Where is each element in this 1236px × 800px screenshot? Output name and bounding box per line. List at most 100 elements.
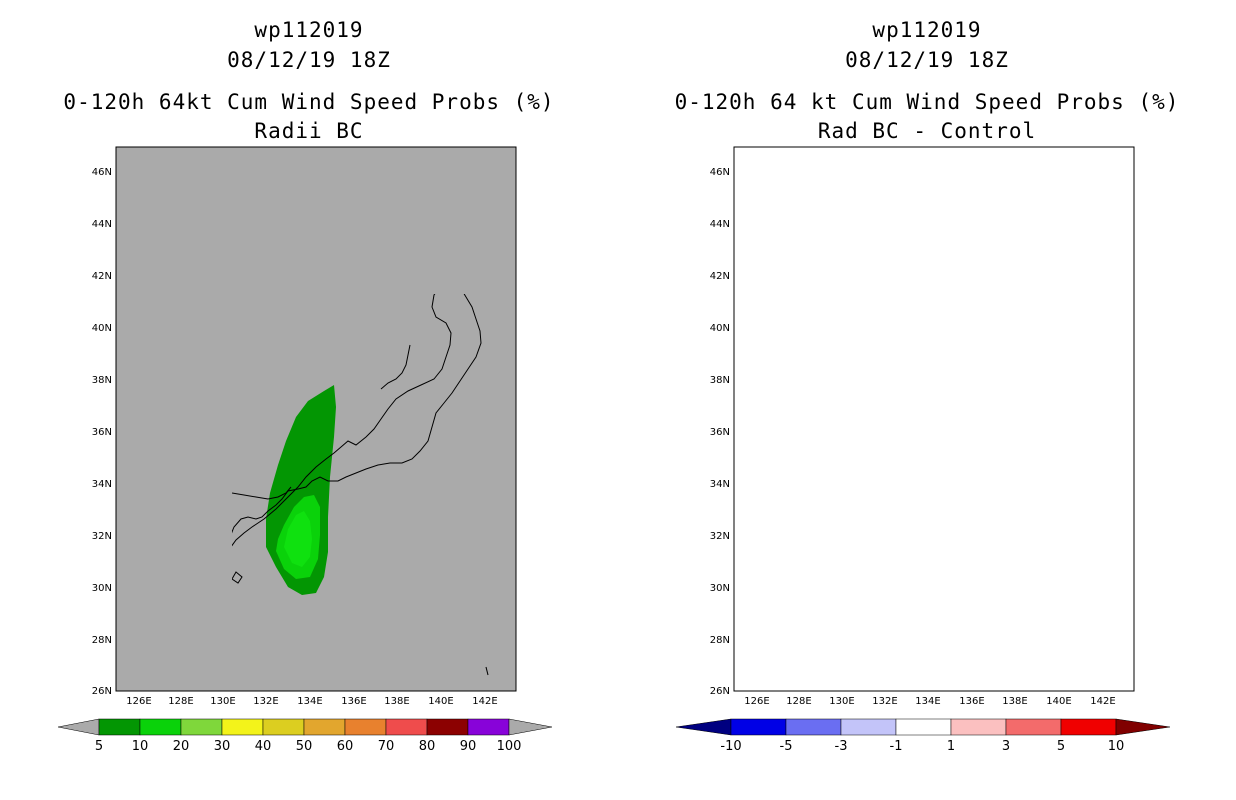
- left-colorbar-swatch: [139, 718, 182, 736]
- left-colorbar-swatch: [303, 718, 346, 736]
- left-lat-axis: 46N 44N 42N 40N 38N 36N 34N 32N 30N 28N …: [92, 167, 112, 697]
- right-colorbar-swatch: [895, 718, 952, 736]
- right-colorbar-low-arrow: [675, 718, 732, 736]
- left-colorbar-swatch: [180, 718, 223, 736]
- left-lat-label: 28N: [92, 635, 112, 646]
- left-lat-label: 26N: [92, 686, 112, 697]
- left-colorbar-label: 80: [419, 739, 436, 754]
- left-colorbar-label: 90: [460, 739, 477, 754]
- right-lon-label: 142E: [1090, 696, 1115, 707]
- right-lon-label: 130E: [829, 696, 854, 707]
- left-colorbar-swatch: [426, 718, 469, 736]
- left-lon-label: 128E: [168, 696, 193, 707]
- left-colorbar-swatch: [221, 718, 264, 736]
- left-title-text: 0-120h 64kt Cum Wind Speed Probs (%): [63, 90, 555, 114]
- left-lon-axis: 126E 128E 130E 132E 134E 136E 138E 140E …: [126, 696, 497, 707]
- left-lat-label: 34N: [92, 479, 112, 490]
- right-colorbar-high-arrow: [1115, 718, 1171, 736]
- right-lon-label: 140E: [1046, 696, 1071, 707]
- left-subtitle-text: Radii BC: [254, 119, 364, 143]
- right-subtitle-text: Rad BC - Control: [817, 119, 1037, 143]
- right-title-text: 0-120h 64 kt Cum Wind Speed Probs (%): [674, 90, 1180, 114]
- right-lat-label: 44N: [710, 219, 730, 230]
- right-lat-label: 34N: [710, 479, 730, 490]
- left-lon-label: 142E: [472, 696, 497, 707]
- left-map: 46N 44N 42N 40N 38N 36N 34N 32N 30N 28N …: [92, 146, 517, 707]
- right-lon-label: 134E: [915, 696, 940, 707]
- left-colorbar-swatch: [385, 718, 428, 736]
- left-lat-label: 32N: [92, 531, 112, 542]
- left-colorbar-swatch: [262, 718, 305, 736]
- left-colorbar-label: 50: [296, 739, 313, 754]
- right-lon-axis: 126E 128E 130E 132E 134E 136E 138E 140E …: [744, 696, 1115, 707]
- right-lat-label: 38N: [710, 375, 730, 386]
- right-lat-label: 40N: [710, 323, 730, 334]
- right-storm-id: wp112019: [872, 18, 982, 42]
- right-lat-label: 36N: [710, 427, 730, 438]
- right-colorbar-label: -1: [890, 739, 903, 754]
- right-colorbar-swatch: [785, 718, 842, 736]
- right-lat-axis: 46N 44N 42N 40N 38N 36N 34N 32N 30N 28N …: [710, 167, 730, 697]
- right-map-header: wp112019 08/12/19 18Z: [618, 15, 1236, 75]
- left-colorbar-low-arrow: [57, 718, 100, 736]
- left-lat-label: 46N: [92, 167, 112, 178]
- left-lon-label: 126E: [126, 696, 151, 707]
- left-map-header: wp112019 08/12/19 18Z: [0, 15, 618, 75]
- left-lat-label: 36N: [92, 427, 112, 438]
- right-lon-label: 126E: [744, 696, 769, 707]
- left-storm-id: wp112019: [254, 18, 364, 42]
- right-lon-label: 136E: [959, 696, 984, 707]
- right-map: 46N 44N 42N 40N 38N 36N 34N 32N 30N 28N …: [710, 146, 1135, 707]
- left-colorbar-label: 70: [378, 739, 395, 754]
- left-lon-label: 138E: [384, 696, 409, 707]
- left-lat-label: 38N: [92, 375, 112, 386]
- right-map-title: 0-120h 64 kt Cum Wind Speed Probs (%) Ra…: [618, 88, 1236, 146]
- left-colorbar: 5 10 20 30 40 50 60 70 80 90 100: [57, 718, 553, 754]
- right-colorbar-swatch: [1060, 718, 1117, 736]
- left-lon-label: 140E: [428, 696, 453, 707]
- left-contour-20pct: [284, 511, 312, 567]
- right-colorbar-swatch: [730, 718, 787, 736]
- left-probability-contours: [266, 385, 336, 595]
- left-colorbar-label: 100: [497, 739, 522, 754]
- right-lat-label: 26N: [710, 686, 730, 697]
- right-colorbar-label: -3: [835, 739, 848, 754]
- left-colorbar-swatch: [98, 718, 141, 736]
- left-datetime: 08/12/19 18Z: [227, 48, 391, 72]
- left-colorbar-label: 30: [214, 739, 231, 754]
- right-map-frame: [733, 146, 1135, 692]
- right-lat-label: 42N: [710, 271, 730, 282]
- left-colorbar-label: 60: [337, 739, 354, 754]
- right-colorbar-label: 10: [1108, 739, 1125, 754]
- right-colorbar-label: 5: [1057, 739, 1065, 754]
- right-colorbar: -10 -5 -3 -1 1 3 5 10: [675, 718, 1171, 754]
- left-lon-label: 130E: [210, 696, 235, 707]
- left-colorbar-label: 10: [132, 739, 149, 754]
- left-colorbar-high-arrow: [508, 718, 553, 736]
- left-lat-label: 40N: [92, 323, 112, 334]
- right-lat-label: 28N: [710, 635, 730, 646]
- left-lat-label: 42N: [92, 271, 112, 282]
- right-colorbar-label: -10: [720, 739, 741, 754]
- right-map-background: [734, 147, 1134, 691]
- left-colorbar-swatch: [344, 718, 387, 736]
- left-map-frame: [115, 146, 517, 692]
- right-colorbar-label: -5: [780, 739, 793, 754]
- left-lat-label: 44N: [92, 219, 112, 230]
- right-colorbar-label: 3: [1002, 739, 1010, 754]
- left-colorbar-swatch: [467, 718, 510, 736]
- left-lon-label: 136E: [341, 696, 366, 707]
- right-lat-label: 32N: [710, 531, 730, 542]
- right-colorbar-swatch: [1005, 718, 1062, 736]
- right-colorbar-swatch: [950, 718, 1007, 736]
- right-lon-label: 138E: [1002, 696, 1027, 707]
- right-lat-label: 46N: [710, 167, 730, 178]
- right-colorbar-swatch: [840, 718, 897, 736]
- left-colorbar-label: 5: [95, 739, 103, 754]
- right-lat-label: 30N: [710, 583, 730, 594]
- left-lat-label: 30N: [92, 583, 112, 594]
- left-lon-label: 132E: [253, 696, 278, 707]
- left-map-title: 0-120h 64kt Cum Wind Speed Probs (%) Rad…: [0, 88, 618, 146]
- right-lon-label: 132E: [872, 696, 897, 707]
